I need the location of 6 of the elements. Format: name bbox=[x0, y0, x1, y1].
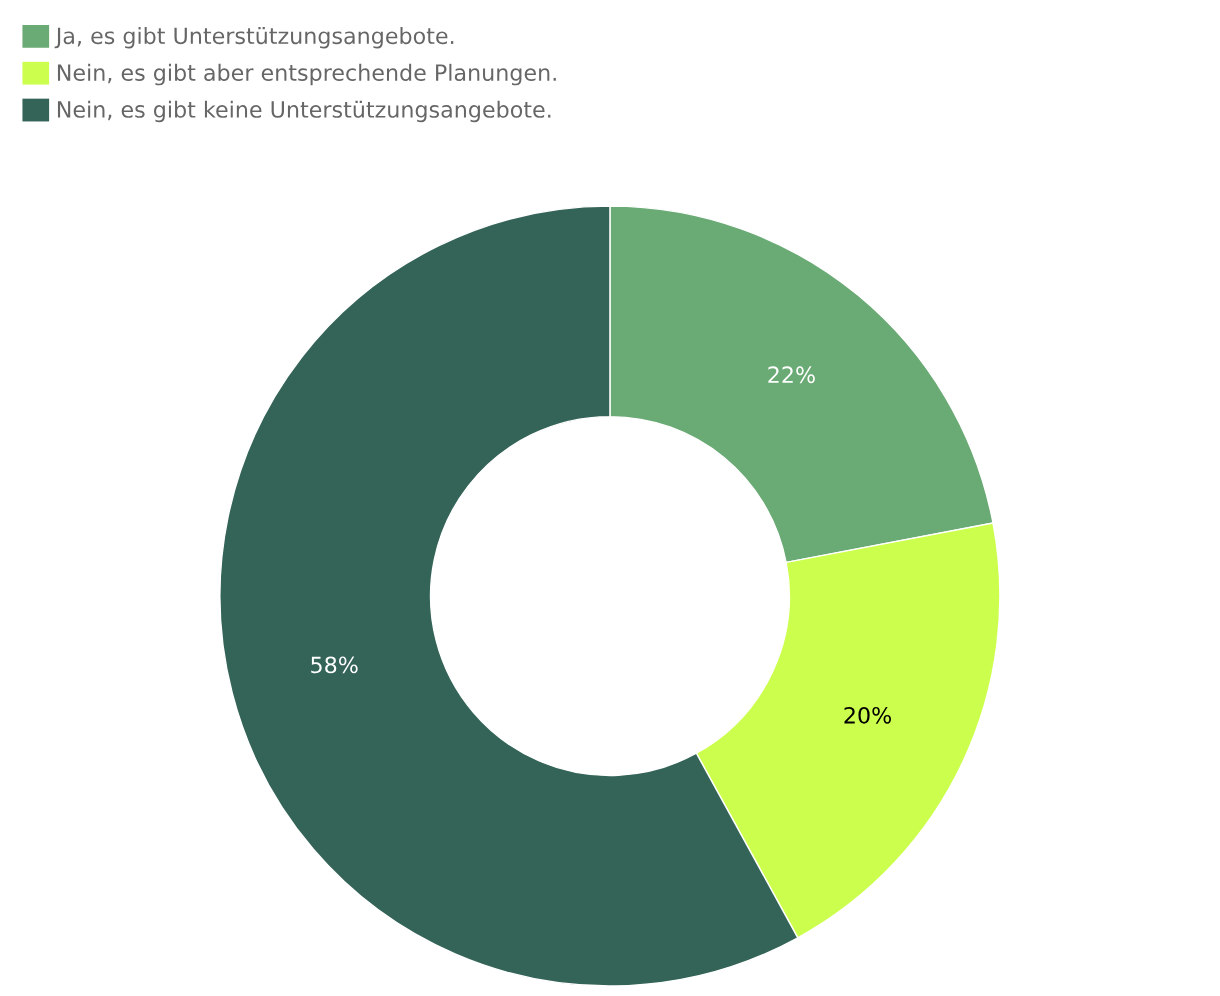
data-label: 20% bbox=[844, 706, 891, 724]
legend-label: Ja, es gibt Unterstützungsangebote. bbox=[54, 26, 454, 49]
legend-label: Nein, es gibt aber entsprechende Planungen. bbox=[57, 63, 556, 86]
legend-label: Nein, es gibt keine Unterstützungsangebote. bbox=[57, 100, 551, 123]
data-label: 58% bbox=[311, 656, 358, 674]
data-label: 22% bbox=[768, 366, 815, 384]
